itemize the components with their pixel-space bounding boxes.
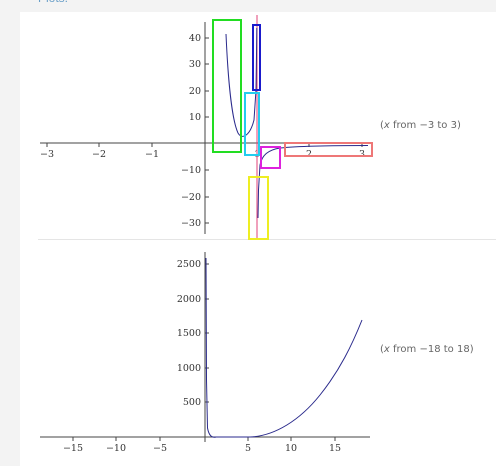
plot1-range-caption: (x from −3 to 3) — [380, 120, 461, 131]
section-title: Plots: — [38, 0, 68, 5]
plot2-range-caption: (x from −18 to 18) — [380, 344, 474, 355]
plot-divider — [38, 239, 496, 240]
